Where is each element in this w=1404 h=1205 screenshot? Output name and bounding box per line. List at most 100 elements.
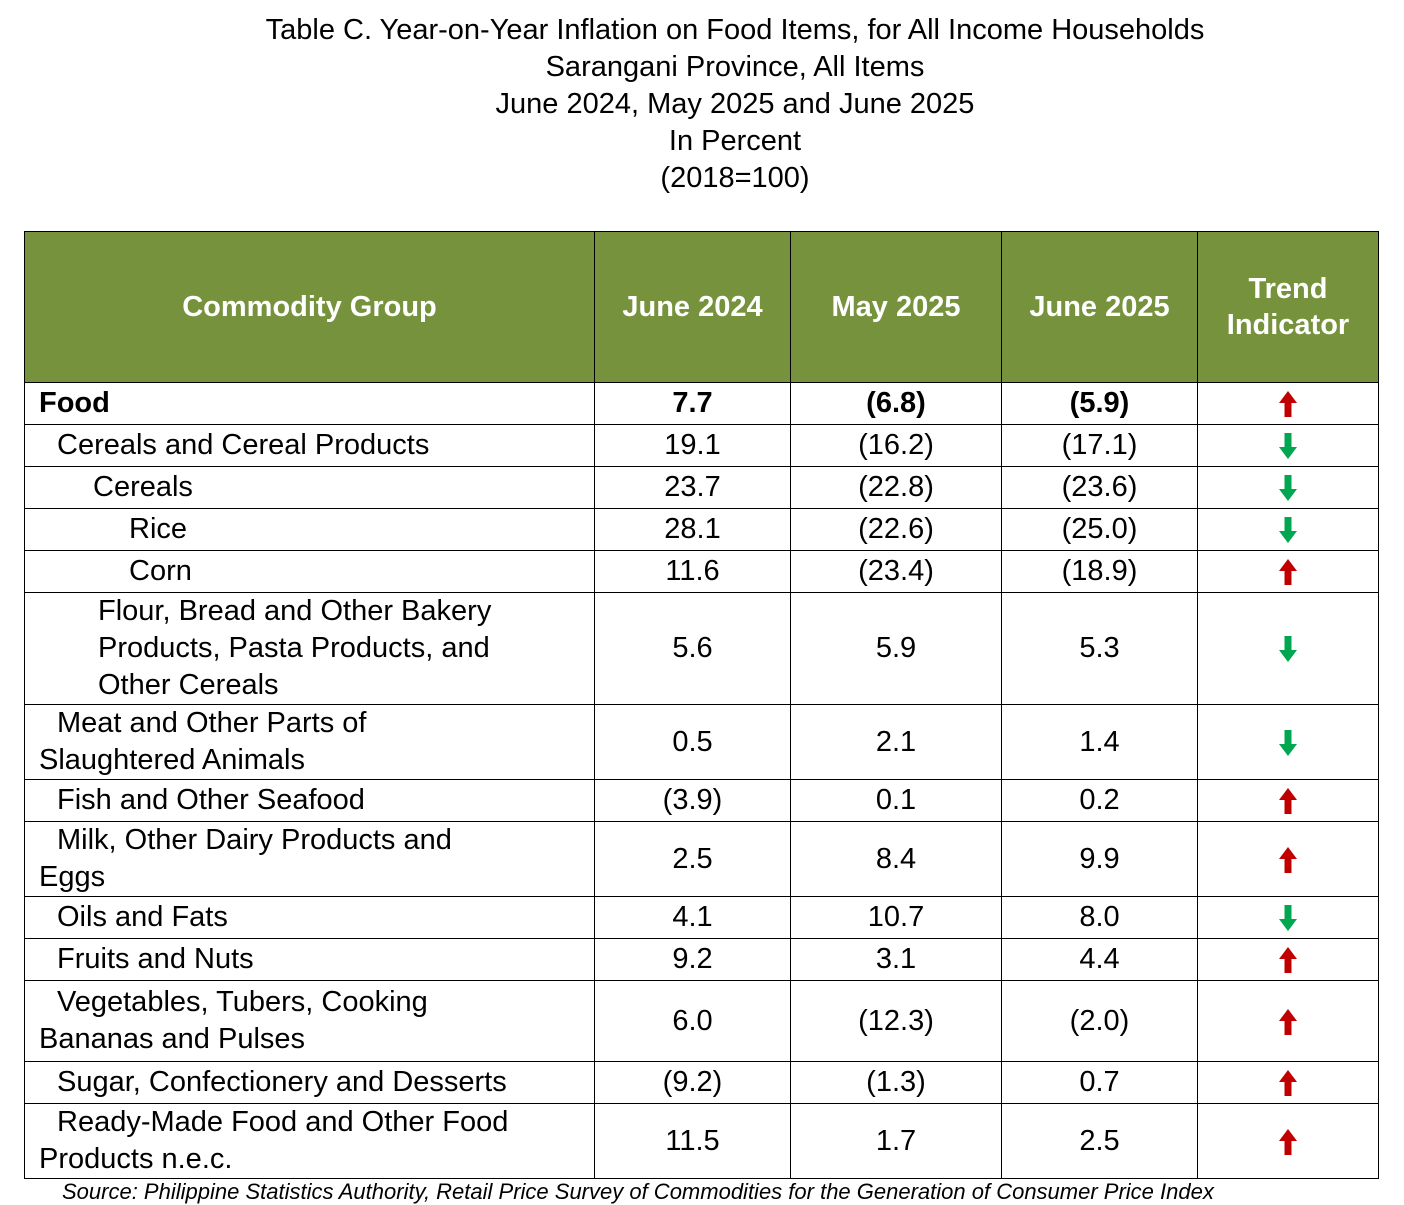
- header-trend-indicator-label: Trend Indicator: [1226, 273, 1350, 341]
- trend-up-arrow-icon: [1279, 788, 1297, 815]
- trend-up-arrow-icon: [1279, 947, 1297, 974]
- value-may2025: 1.7: [790, 1103, 1002, 1179]
- commodity-name-line: Milk, Other Dairy Products and: [57, 824, 452, 856]
- header-row: Commodity Group June 2024 May 2025 June …: [24, 231, 1379, 383]
- trend-down-arrow-icon: [1279, 905, 1297, 932]
- value-jun2024: 2.5: [594, 821, 791, 897]
- commodity-name: Vegetables, Tubers, Cooking Bananas and P…: [24, 980, 595, 1062]
- header-june-2024: June 2024: [594, 231, 791, 383]
- commodity-name-text: Corn: [129, 555, 192, 587]
- trend-up-arrow-icon: [1279, 846, 1297, 873]
- trend-indicator-cell: [1197, 550, 1379, 593]
- trend-up-arrow-icon: [1279, 1070, 1297, 1097]
- value-jun2025: 9.9: [1001, 821, 1198, 897]
- commodity-name: Corn: [24, 550, 595, 593]
- value-jun2025: 1.4: [1001, 704, 1198, 780]
- value-jun2025: 5.3: [1001, 592, 1198, 705]
- value-may2025: (12.3): [790, 980, 1002, 1062]
- trend-up-arrow-icon: [1279, 391, 1297, 418]
- trend-down-arrow-icon: [1279, 729, 1297, 756]
- commodity-name-line: Products, Pasta Products, and: [98, 632, 490, 664]
- trend-down-arrow-icon: [1279, 433, 1297, 460]
- commodity-name: Ready-Made Food and Other Food Products n…: [24, 1103, 595, 1179]
- value-jun2025: (23.6): [1001, 466, 1198, 509]
- table-row: Food 7.7 (6.8) (5.9): [24, 382, 1379, 425]
- commodity-name-text: Fish and Other Seafood: [57, 784, 365, 816]
- commodity-name-line: Flour, Bread and Other Bakery: [98, 595, 492, 627]
- value-may2025: 3.1: [790, 938, 1002, 981]
- value-jun2025: 2.5: [1001, 1103, 1198, 1179]
- trend-indicator-cell: [1197, 938, 1379, 981]
- trend-up-arrow-icon: [1279, 1128, 1297, 1155]
- commodity-name-line: Vegetables, Tubers, Cooking: [57, 986, 428, 1018]
- source-note: Source: Philippine Statistics Authority,…: [62, 1179, 1214, 1204]
- table-row: Corn 11.6 (23.4) (18.9): [24, 550, 1379, 593]
- value-jun2024: 11.6: [594, 550, 791, 593]
- trend-indicator-cell: [1197, 592, 1379, 705]
- header-trend-indicator: Trend Indicator: [1197, 231, 1379, 383]
- commodity-name: Flour, Bread and Other Bakery Products, P…: [24, 592, 595, 705]
- value-jun2025: 0.2: [1001, 779, 1198, 822]
- title-line-1: Table C. Year-on-Year Inflation on Food …: [265, 14, 1205, 46]
- value-may2025: (23.4): [790, 550, 1002, 593]
- commodity-name: Meat and Other Parts of Slaughtered Anima…: [24, 704, 595, 780]
- table-title-block: Table C. Year-on-Year Inflation on Food …: [0, 12, 1404, 197]
- trend-indicator-cell: [1197, 779, 1379, 822]
- table-row: Ready-Made Food and Other Food Products n…: [24, 1103, 1379, 1179]
- header-commodity-group: Commodity Group: [24, 231, 595, 383]
- value-may2025: 5.9: [790, 592, 1002, 705]
- table-row: Fruits and Nuts 9.2 3.1 4.4: [24, 938, 1379, 981]
- value-jun2024: 28.1: [594, 508, 791, 551]
- value-jun2024: (3.9): [594, 779, 791, 822]
- value-jun2025: 0.7: [1001, 1061, 1198, 1104]
- commodity-name: Milk, Other Dairy Products and Eggs: [24, 821, 595, 897]
- table-row: Sugar, Confectionery and Desserts (9.2) (1…: [24, 1061, 1379, 1104]
- value-jun2024: 5.6: [594, 592, 791, 705]
- value-jun2024: 23.7: [594, 466, 791, 509]
- title-line-2: Sarangani Province, All Items: [545, 51, 925, 83]
- commodity-name-line: Products n.e.c.: [39, 1143, 233, 1175]
- title-line-5: (2018=100): [660, 162, 810, 194]
- value-may2025: 2.1: [790, 704, 1002, 780]
- commodity-name: Fruits and Nuts: [24, 938, 595, 981]
- trend-indicator-cell: [1197, 508, 1379, 551]
- value-jun2025: 8.0: [1001, 896, 1198, 939]
- value-may2025: 0.1: [790, 779, 1002, 822]
- trend-indicator-cell: [1197, 896, 1379, 939]
- table-row: Fish and Other Seafood (3.9) 0.1 0.2: [24, 779, 1379, 822]
- value-jun2025: (18.9): [1001, 550, 1198, 593]
- value-jun2024: 7.7: [594, 382, 791, 425]
- commodity-name-text: Cereals: [93, 471, 193, 503]
- value-may2025: 10.7: [790, 896, 1002, 939]
- commodity-name-text: Oils and Fats: [57, 901, 228, 933]
- trend-indicator-cell: [1197, 466, 1379, 509]
- value-jun2025: (5.9): [1001, 382, 1198, 425]
- value-jun2025: (25.0): [1001, 508, 1198, 551]
- commodity-name-text: Sugar, Confectionery and Desserts: [57, 1066, 507, 1098]
- commodity-name: Food: [24, 382, 595, 425]
- title-line-3: June 2024, May 2025 and June 2025: [495, 88, 975, 120]
- commodity-name: Rice: [24, 508, 595, 551]
- commodity-name: Oils and Fats: [24, 896, 595, 939]
- commodity-name: Cereals and Cereal Products: [24, 424, 595, 467]
- value-may2025: (1.3): [790, 1061, 1002, 1104]
- commodity-name-line: Meat and Other Parts of: [57, 707, 367, 739]
- commodity-name: Cereals: [24, 466, 595, 509]
- commodity-name-text: Rice: [129, 513, 188, 545]
- trend-indicator-cell: [1197, 704, 1379, 780]
- commodity-name: Fish and Other Seafood: [24, 779, 595, 822]
- header-may-2025: May 2025: [790, 231, 1002, 383]
- trend-indicator-cell: [1197, 382, 1379, 425]
- table-row: Oils and Fats 4.1 10.7 8.0: [24, 896, 1379, 939]
- value-jun2024: 11.5: [594, 1103, 791, 1179]
- value-jun2025: (2.0): [1001, 980, 1198, 1062]
- trend-down-arrow-icon: [1279, 475, 1297, 502]
- trend-indicator-cell: [1197, 1103, 1379, 1179]
- commodity-name-text: Cereals and Cereal Products: [57, 429, 430, 461]
- table-body: Food 7.7 (6.8) (5.9) Cereals and Cereal Prod…: [24, 382, 1379, 1179]
- trend-indicator-cell: [1197, 821, 1379, 897]
- trend-down-arrow-icon: [1279, 636, 1297, 663]
- table-row: Meat and Other Parts of Slaughtered Anima…: [24, 704, 1379, 780]
- value-jun2024: 19.1: [594, 424, 791, 467]
- title-line-4: In Percent: [668, 125, 802, 157]
